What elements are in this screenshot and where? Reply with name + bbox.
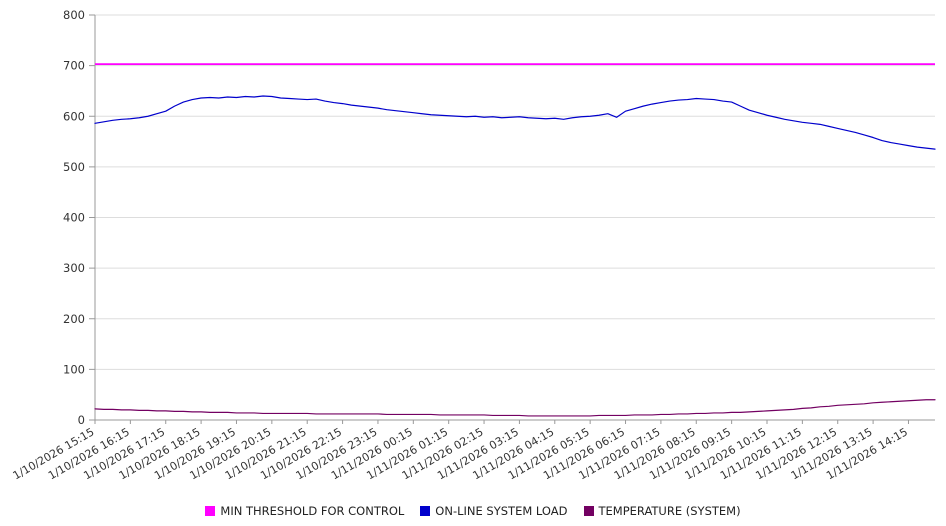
legend-swatch-min-threshold <box>205 506 216 516</box>
y-tick-label: 400 <box>63 211 85 225</box>
y-tick-label: 600 <box>63 109 85 123</box>
y-tick-label: 700 <box>63 59 85 73</box>
y-tick-label: 300 <box>63 261 85 275</box>
legend-item-min-threshold: MIN THRESHOLD FOR CONTROL <box>205 504 404 518</box>
y-tick-label: 200 <box>63 312 85 326</box>
legend-swatch-online-system-load <box>420 506 431 516</box>
y-tick-label: 100 <box>63 362 85 376</box>
y-axis-ticks: 0 100 200 300 400 500 600 700 800 <box>63 8 95 427</box>
gridlines <box>95 14 935 370</box>
x-axis-ticks: 1/10/2026 15:151/10/2026 16:151/10/2026 … <box>11 420 910 482</box>
legend-label-temperature-system: TEMPERATURE (SYSTEM) <box>598 504 741 518</box>
y-tick-label: 0 <box>78 413 85 427</box>
series-on-line-system-load <box>94 95 936 150</box>
legend-label-min-threshold: MIN THRESHOLD FOR CONTROL <box>220 504 405 518</box>
y-tick-label: 500 <box>63 160 85 174</box>
y-tick-label: 800 <box>63 8 85 22</box>
legend-item-online-system-load: ON-LINE SYSTEM LOAD <box>420 504 568 518</box>
legend-item-temperature-system: TEMPERATURE (SYSTEM) <box>583 504 741 518</box>
legend-label-online-system-load: ON-LINE SYSTEM LOAD <box>435 504 568 518</box>
legend-swatch-temperature-system <box>583 506 594 516</box>
line-chart: 0 100 200 300 400 500 600 700 800 1/10/2026 15:15… <box>11 8 936 482</box>
series-temperature-system <box>94 399 936 417</box>
legend: MIN THRESHOLD FOR CONTROL ON-LINE SYSTEM… <box>0 504 946 518</box>
